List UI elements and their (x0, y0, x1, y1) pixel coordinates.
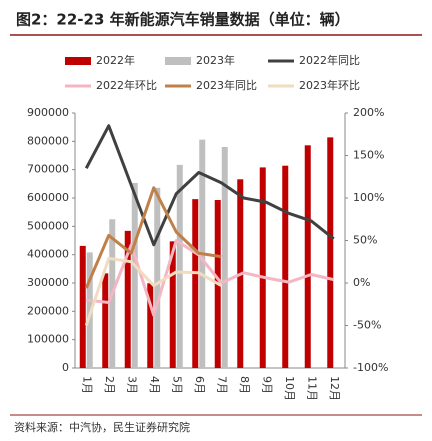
y-tick-label: 300000 (27, 276, 69, 289)
y2-tick-label: 200% (353, 106, 384, 119)
line (86, 239, 335, 317)
x-tick-label: 4月 (148, 376, 161, 394)
bar (304, 145, 311, 368)
y2-tick-label: 100% (353, 191, 384, 204)
y-tick-label: 200000 (27, 304, 69, 317)
bar (86, 252, 93, 368)
x-tick-label: 6月 (193, 376, 206, 394)
bar (221, 147, 228, 368)
x-tick-label: 12月 (328, 376, 341, 401)
y-tick-label: 700000 (27, 163, 69, 176)
y-tick-label: 600000 (27, 191, 69, 204)
y-tick-label: 400000 (27, 248, 69, 261)
line (84, 124, 335, 247)
x-tick-label: 2月 (103, 376, 116, 394)
y2-tick-label: 0% (353, 276, 370, 289)
x-tick-label: 10月 (283, 376, 296, 401)
y-tick-label: 100000 (27, 333, 69, 346)
bar (147, 283, 154, 368)
source: 资料来源：中汽协，民生证券研究院 (14, 420, 190, 434)
bar (169, 241, 176, 368)
x-tick-label: 5月 (170, 376, 183, 394)
bar (176, 164, 183, 368)
figure-title: 图2：22-23 年新能源汽车销量数据（单位：辆） (16, 11, 350, 29)
x-tick-label: 8月 (238, 376, 251, 394)
bar (259, 167, 266, 368)
bar (282, 165, 289, 368)
y-tick-label: 900000 (27, 106, 69, 119)
legend-swatch (65, 57, 91, 65)
y-tick-label: 800000 (27, 134, 69, 147)
y2-tick-label: 50% (353, 234, 377, 247)
legend-label: 2023年同比 (196, 78, 257, 92)
y-tick-label: 500000 (27, 219, 69, 232)
bar (102, 273, 109, 368)
legend-label: 2023年 (196, 53, 235, 67)
legend-label: 2023年环比 (299, 78, 360, 92)
line (84, 186, 222, 289)
bar (79, 245, 86, 368)
x-tick-label: 3月 (125, 376, 138, 394)
legend-label: 2022年 (96, 53, 135, 67)
bar (327, 137, 334, 368)
bar (154, 187, 161, 368)
legend-label: 2022年环比 (96, 78, 157, 92)
y2-tick-label: -100% (353, 361, 388, 374)
line (84, 256, 222, 326)
legend-label: 2022年同比 (299, 53, 360, 67)
legend-swatch (165, 57, 191, 65)
bar (131, 182, 138, 368)
bar (192, 199, 199, 368)
y2-tick-label: 150% (353, 149, 384, 162)
x-tick-label: 11月 (305, 376, 318, 401)
bar (124, 230, 131, 368)
x-tick-label: 1月 (80, 376, 93, 394)
y-tick-label: 0 (62, 361, 69, 374)
x-tick-label: 7月 (215, 376, 228, 394)
x-tick-label: 9月 (260, 376, 273, 394)
y2-tick-label: -50% (353, 319, 381, 332)
